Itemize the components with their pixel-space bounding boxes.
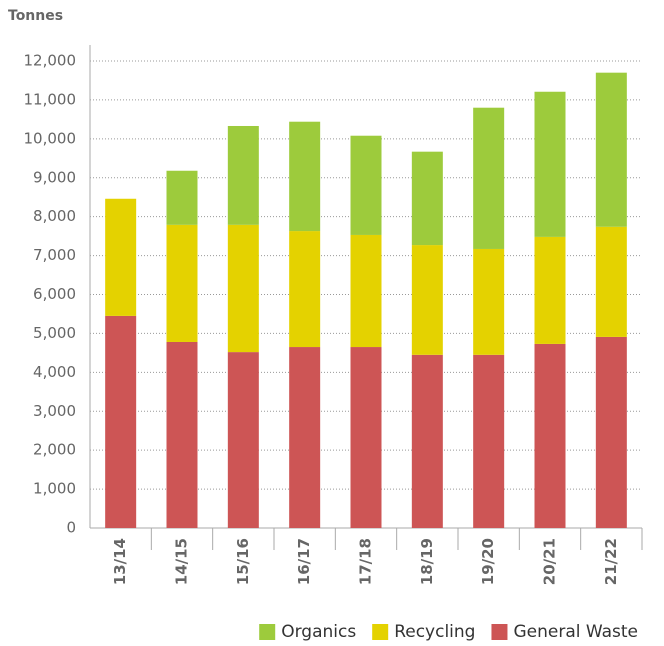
legend-swatch — [372, 624, 389, 640]
x-tick-label: 18/19 — [418, 538, 436, 585]
legend-swatch — [259, 624, 276, 640]
bar-segment — [350, 135, 382, 235]
bar-segment — [105, 198, 137, 316]
legend-swatch — [491, 624, 508, 640]
x-tick-label: 19/20 — [479, 538, 497, 585]
x-tick-label: 13/14 — [111, 538, 129, 585]
y-tick-label: 2,000 — [33, 441, 76, 459]
x-tick-label: 21/22 — [602, 538, 620, 585]
bar-segment — [595, 72, 627, 227]
y-axis-label: Tonnes — [8, 8, 63, 24]
y-tick-label: 7,000 — [33, 246, 76, 264]
bar-segment — [166, 224, 198, 342]
y-tick-label: 1,000 — [33, 480, 76, 498]
y-tick-label: 11,000 — [24, 90, 77, 108]
bar-segment — [350, 347, 382, 528]
bar-segment — [227, 224, 259, 353]
x-tick-group: 21/22 — [602, 538, 620, 585]
x-tick-group: 15/16 — [234, 538, 252, 585]
bar-segment — [534, 343, 566, 528]
x-tick-group: 19/20 — [479, 538, 497, 585]
x-tick-group: 13/14 — [111, 538, 129, 585]
bar-segment — [166, 170, 198, 225]
bar-segment — [595, 336, 627, 528]
bar-segment — [289, 121, 321, 232]
bar-segment — [473, 354, 505, 528]
bar-segment — [411, 354, 443, 528]
x-tick-group: 16/17 — [295, 538, 313, 585]
y-tick-label: 9,000 — [33, 168, 76, 186]
bar-segment — [595, 226, 627, 337]
bar-segment — [534, 91, 566, 237]
x-tick-group: 20/21 — [541, 538, 559, 585]
bar-segment — [289, 231, 321, 348]
bar-segment — [473, 107, 505, 249]
x-tick-group: 14/15 — [173, 538, 191, 585]
x-tick-label: 20/21 — [541, 538, 559, 585]
bar-segment — [227, 125, 259, 225]
x-tick-group: 18/19 — [418, 538, 436, 585]
y-tick-label: 4,000 — [33, 363, 76, 381]
y-tick-label: 6,000 — [33, 285, 76, 303]
bar-segment — [411, 245, 443, 355]
y-tick-label: 12,000 — [24, 52, 77, 70]
x-tick-label: 14/15 — [173, 538, 191, 585]
bar-segment — [350, 234, 382, 348]
y-tick-label: 0 — [66, 519, 76, 537]
bar-segment — [411, 151, 443, 246]
x-tick-label: 15/16 — [234, 538, 252, 585]
bar-segment — [227, 352, 259, 528]
legend-label: General Waste — [513, 622, 638, 642]
legend-label: Organics — [281, 622, 356, 642]
bar-segment — [166, 341, 198, 528]
x-tick-label: 16/17 — [295, 538, 313, 585]
bar-segment — [105, 315, 137, 528]
y-tick-label: 8,000 — [33, 207, 76, 225]
y-tick-label: 3,000 — [33, 402, 76, 420]
bar-segment — [289, 347, 321, 528]
y-tick-label: 5,000 — [33, 324, 76, 342]
x-tick-label: 17/18 — [357, 538, 375, 585]
legend-label: Recycling — [394, 622, 475, 642]
bar-segment — [534, 236, 566, 344]
y-tick-label: 10,000 — [24, 129, 77, 147]
x-tick-group: 17/18 — [357, 538, 375, 585]
bar-segment — [473, 248, 505, 355]
